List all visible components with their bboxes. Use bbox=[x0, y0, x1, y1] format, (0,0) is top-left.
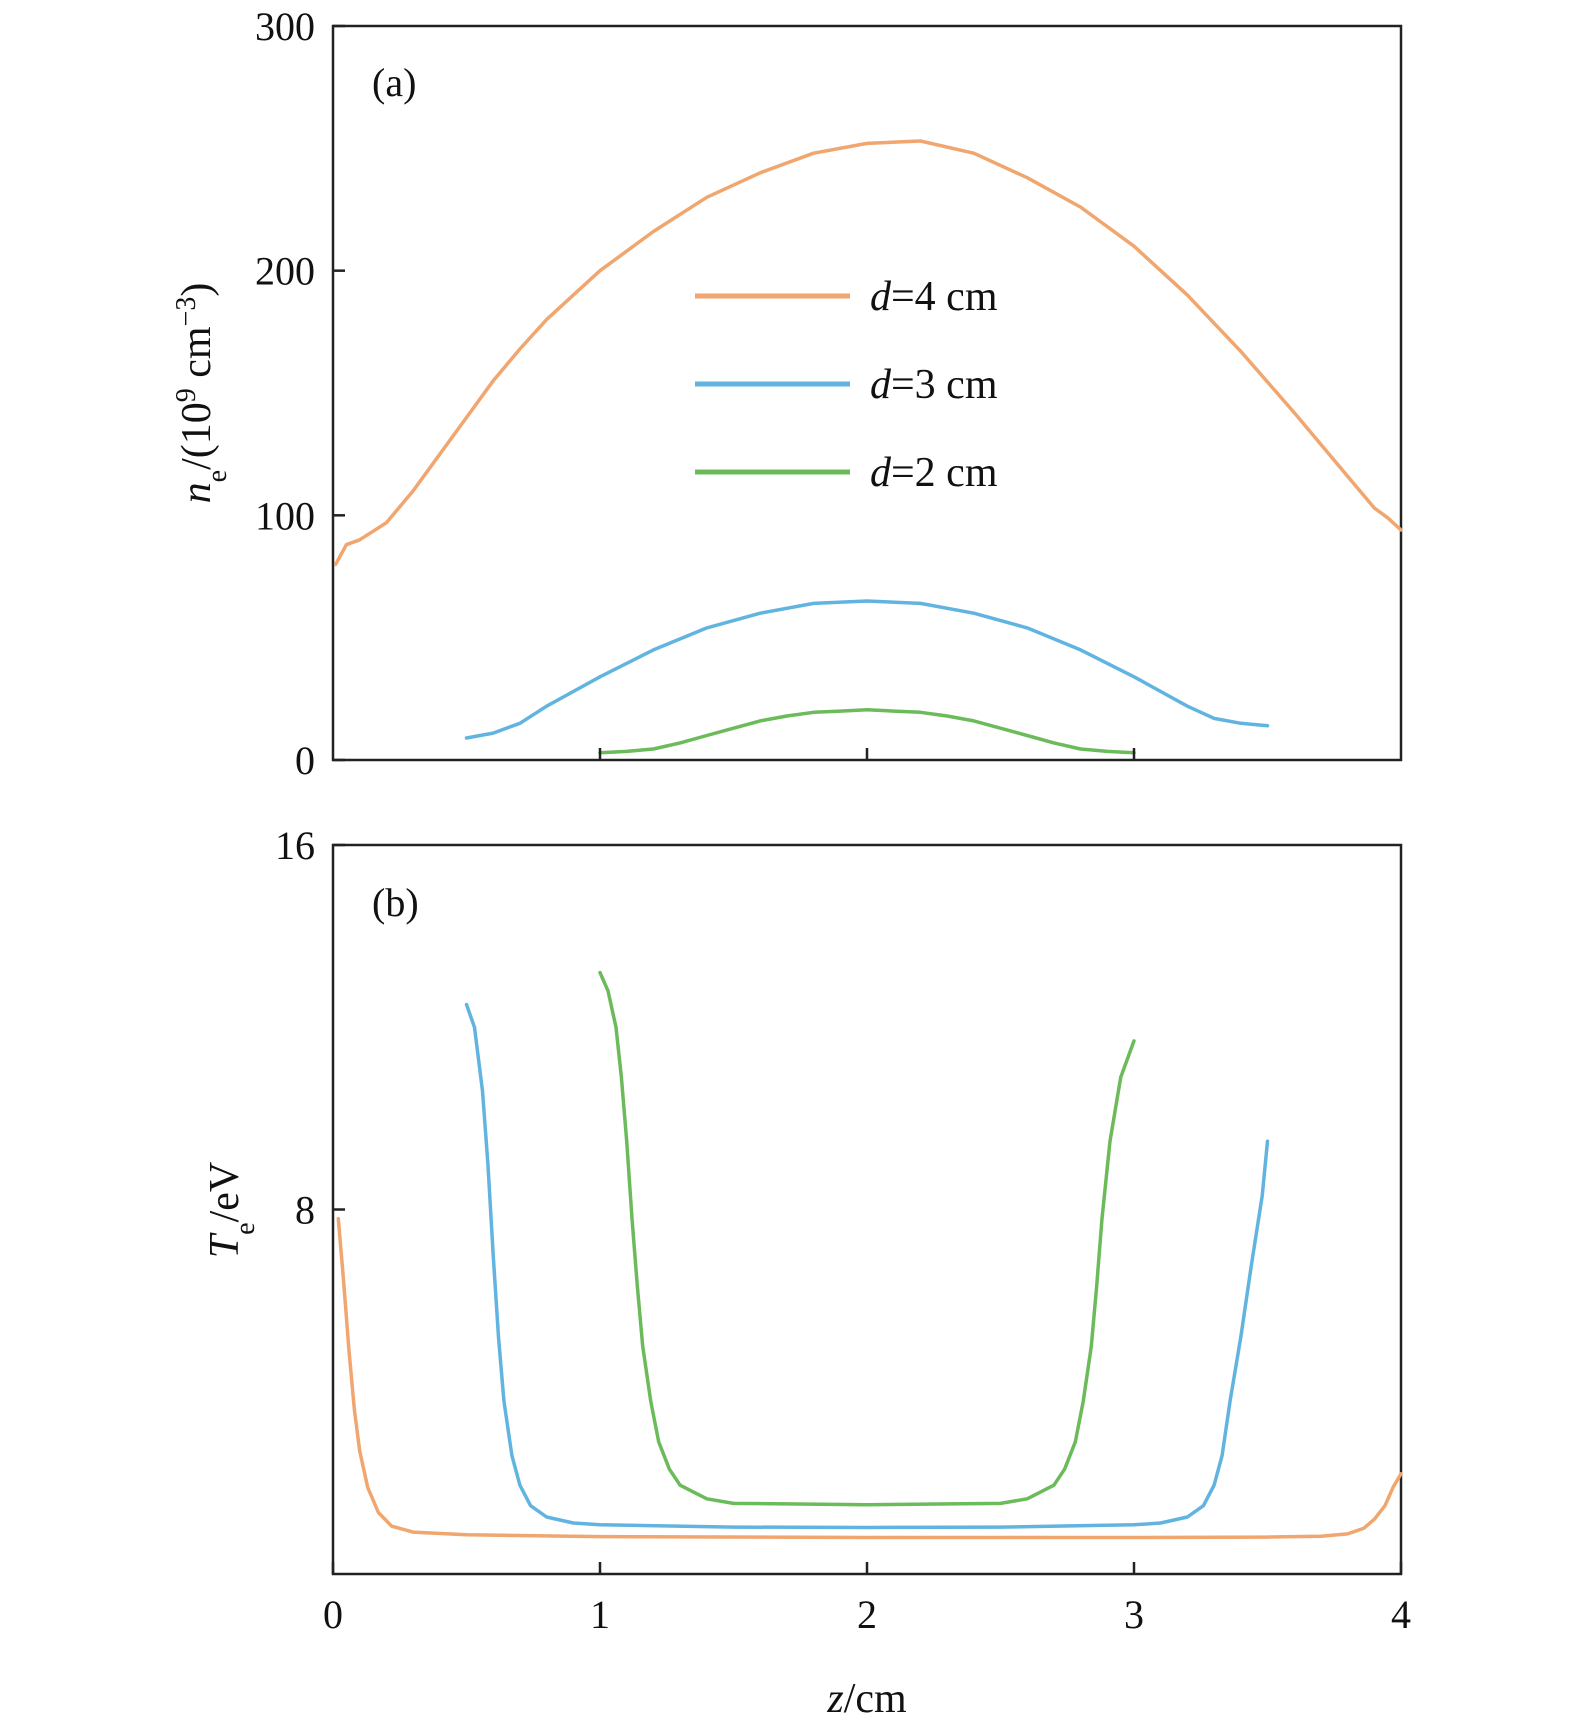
x-axis-symbol: z bbox=[826, 1676, 843, 1722]
panel-a-y-sup1: 9 bbox=[171, 388, 202, 402]
panel-a-y-sup2: −3 bbox=[171, 297, 202, 327]
panel-a-y-tick-label: 100 bbox=[255, 493, 315, 538]
panel-b-y-tick-label: 8 bbox=[295, 1188, 315, 1233]
panel-b-series-line-0 bbox=[336, 1216, 1403, 1540]
panel-b-y-axis-title: Te/eV bbox=[202, 1162, 261, 1258]
legend-label-0: d=4 cm bbox=[870, 274, 998, 320]
panel-b-temperature-chart: 8 16 0 1 2 3 4 (b) Te/eV z/cm bbox=[202, 823, 1411, 1722]
panel-a-y-tick-label: 200 bbox=[255, 249, 315, 294]
panel-b-x-tick-label: 3 bbox=[1124, 1592, 1144, 1637]
panel-b-label: (b) bbox=[372, 880, 419, 925]
panel-a-label: (a) bbox=[372, 60, 416, 105]
panel-a-x-ticks bbox=[598, 748, 1136, 760]
panel-b-series-line-2 bbox=[598, 970, 1136, 1507]
panel-b-frame bbox=[331, 843, 1403, 1576]
panel-a-y-tick-label: 0 bbox=[295, 738, 315, 783]
panel-a-y-tick-label: 300 bbox=[255, 4, 315, 49]
panel-a-y-ticks: 0 100 200 300 bbox=[255, 4, 345, 783]
panel-b-x-tick-label: 2 bbox=[857, 1592, 877, 1637]
legend-label-2: d=2 cm bbox=[870, 450, 998, 496]
panel-b-x-tick-label: 4 bbox=[1391, 1592, 1411, 1637]
panel-a-series-line-2 bbox=[598, 708, 1136, 755]
x-axis-title: z/cm bbox=[826, 1676, 907, 1722]
panel-a-series-line-0 bbox=[333, 139, 1403, 567]
panel-a-y-axis-title: ne/(109 cm−3) bbox=[171, 283, 233, 504]
panel-b-series-line-1 bbox=[464, 1002, 1270, 1530]
legend-label-value: =4 cm bbox=[891, 274, 998, 320]
panel-b-x-tick-label: 0 bbox=[323, 1592, 343, 1637]
legend-label-symbol: d bbox=[870, 450, 892, 496]
panel-b-y-sub: e bbox=[230, 1222, 261, 1234]
panel-b-y-post: /eV bbox=[202, 1162, 248, 1223]
panel-b-series-group bbox=[336, 970, 1403, 1540]
legend-label-1: d=3 cm bbox=[870, 362, 998, 408]
panel-b-y-symbol: T bbox=[202, 1232, 248, 1258]
panel-b-y-ticks: 8 16 bbox=[275, 823, 345, 1233]
panel-b-x-tick-label: 1 bbox=[590, 1592, 610, 1637]
legend-label-symbol: d bbox=[870, 362, 892, 408]
panel-b-y-tick-label: 16 bbox=[275, 823, 315, 868]
legend-label-value: =3 cm bbox=[891, 362, 998, 408]
legend-label-value: =2 cm bbox=[891, 450, 998, 496]
panel-a-series-line-1 bbox=[464, 599, 1270, 740]
panel-a-y-mid: cm bbox=[174, 326, 220, 388]
panel-a-legend: d=4 cmd=3 cmd=2 cm bbox=[695, 274, 998, 496]
panel-a-y-symbol: n bbox=[174, 482, 220, 503]
panel-a-series-group bbox=[333, 139, 1403, 755]
panel-a-y-pre: /(10 bbox=[174, 402, 220, 470]
panel-b-x-ticks: 0 1 2 3 4 bbox=[323, 1562, 1411, 1637]
panel-a-frame bbox=[331, 24, 1403, 762]
panel-a-y-post: ) bbox=[174, 283, 220, 297]
x-axis-unit: /cm bbox=[844, 1676, 907, 1722]
legend-label-symbol: d bbox=[870, 274, 892, 320]
panel-a-y-sub: e bbox=[202, 470, 233, 482]
